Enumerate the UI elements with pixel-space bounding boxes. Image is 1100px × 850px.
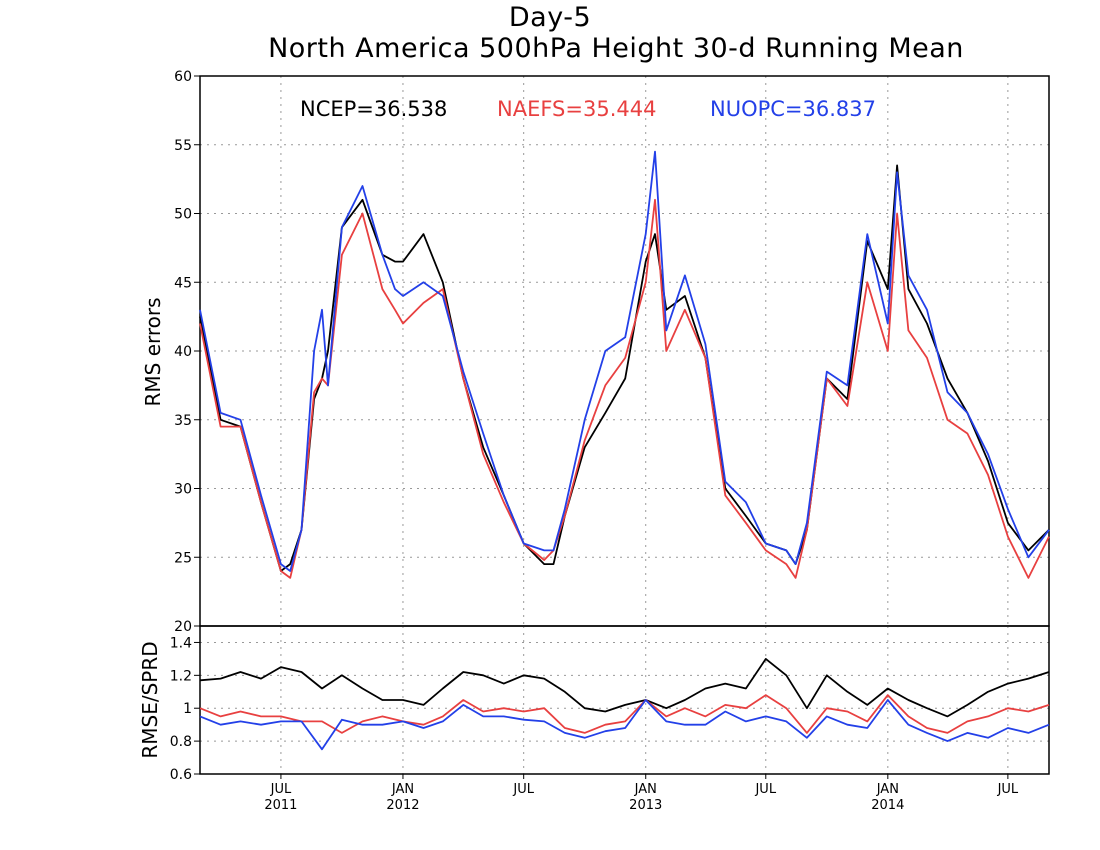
chart-title: Day-5	[508, 2, 592, 33]
y-tick-label: 30	[174, 482, 192, 498]
y-tick-label: 1.4	[170, 635, 192, 651]
y-tick-label: 20	[174, 619, 192, 635]
x-tick-label: JAN	[634, 782, 657, 797]
y-tick-label: 1.2	[170, 668, 192, 684]
x-tick-label: JUL	[754, 782, 776, 797]
chart-subtitle: North America 500hPa Height 30-d Running…	[268, 33, 964, 64]
series-line-nuopc	[199, 150, 1050, 572]
x-tick-label: JAN	[876, 782, 899, 797]
y-axis-label-rms-errors: RMS errors	[141, 297, 165, 406]
legend-entry-naefs: NAEFS=35.444	[497, 97, 656, 121]
rms-errors-panel: 20 25 30 35 40 45 50 55 60 NCEP=36.538 NAEFS=35.44…	[174, 69, 1050, 635]
x-tick-label: JUL	[997, 782, 1019, 797]
y-axis-label-rmse-sprd: RMSE/SPRD	[138, 641, 162, 758]
y-tick-label: 25	[174, 550, 192, 566]
series-line-naefs	[199, 198, 1050, 579]
series-line-naefs	[199, 694, 1050, 734]
y-tick-label: 60	[174, 69, 192, 85]
y-tick-label: 50	[174, 207, 192, 223]
legend-entry-nuopc: NUOPC=36.837	[710, 97, 876, 121]
x-tick-year-label: 2011	[264, 798, 297, 813]
y-tick-label: 0.6	[170, 767, 192, 783]
y-tick-label: 40	[174, 344, 192, 360]
x-tick-label: JUL	[270, 782, 292, 797]
series-line-nuopc	[199, 699, 1050, 751]
y-tick-label: 35	[174, 413, 192, 429]
y-tick-label: 45	[174, 275, 192, 291]
x-tick-year-label: 2012	[386, 798, 419, 813]
y-tick-label: 1	[183, 701, 192, 717]
x-tick-year-label: 2013	[629, 798, 662, 813]
x-tick-label: JUL	[512, 782, 534, 797]
series-line-ncep	[199, 658, 1050, 718]
series-line-ncep	[199, 164, 1050, 572]
x-tick-label: JAN	[391, 782, 414, 797]
legend-entry-ncep: NCEP=36.538	[300, 97, 447, 121]
x-tick-year-label: 2014	[871, 798, 904, 813]
plot-frame	[199, 625, 1050, 775]
y-tick-label: 55	[174, 138, 192, 154]
y-tick-label: 0.8	[170, 734, 192, 750]
